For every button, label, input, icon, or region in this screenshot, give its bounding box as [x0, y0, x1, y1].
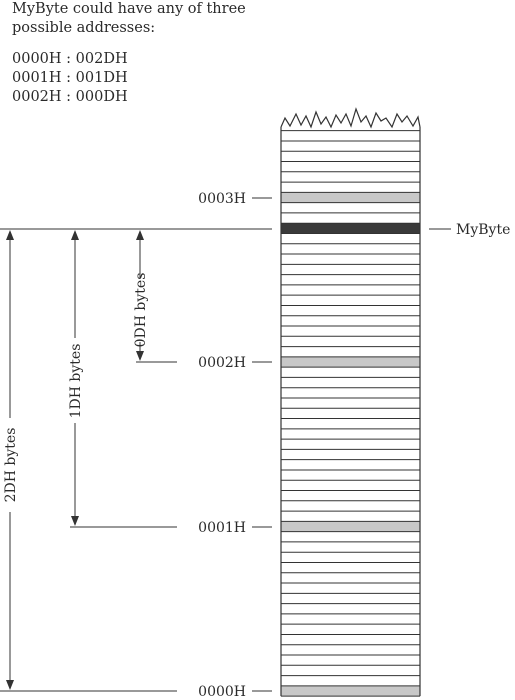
address-item: 0000H : 002DH [12, 51, 128, 67]
memory-top-break [280, 107, 421, 129]
address-item: 0001H : 001DH [12, 70, 128, 86]
address-label-0000h: 0000H [198, 684, 246, 700]
mybyte-label: MyByte [456, 222, 510, 238]
arrow-up-icon [136, 230, 144, 240]
arrow-down-icon [6, 680, 14, 690]
mybyte-cell [281, 223, 420, 234]
dimension-2dh-bytes: 2DH bytes [3, 230, 19, 690]
dimension-1dh-bytes: 1DH bytes [68, 230, 84, 526]
paragraph-boundary-cell [281, 521, 420, 532]
paragraph-boundary-cell [281, 685, 420, 697]
arrow-up-icon [6, 230, 14, 240]
dimension-label-2dh: 2DH bytes [3, 428, 19, 503]
paragraph-boundary-cell [281, 356, 420, 368]
arrow-up-icon [71, 230, 79, 240]
caption-block: MyByte could have any of three possible … [12, 0, 282, 107]
address-label-0002h: 0002H [198, 355, 246, 371]
caption-line-1: MyByte could have any of three [12, 1, 246, 17]
dimension-0dh-bytes: 0DH bytes [133, 230, 149, 361]
address-item: 0002H : 000DH [12, 89, 128, 105]
memory-column [280, 127, 421, 697]
caption-line-2: possible addresses: [12, 20, 156, 36]
address-list: 0000H : 002DH 0001H : 001DH 0002H : 000D… [12, 50, 282, 107]
arrow-down-icon [71, 516, 79, 526]
paragraph-boundary-cell [281, 192, 420, 203]
address-label-0003h: 0003H [198, 191, 246, 207]
address-label-0001h: 0001H [198, 520, 246, 536]
arrow-down-icon [136, 351, 144, 361]
dimension-label-1dh: 1DH bytes [68, 344, 84, 419]
dimension-label-0dh: 0DH bytes [133, 273, 149, 348]
